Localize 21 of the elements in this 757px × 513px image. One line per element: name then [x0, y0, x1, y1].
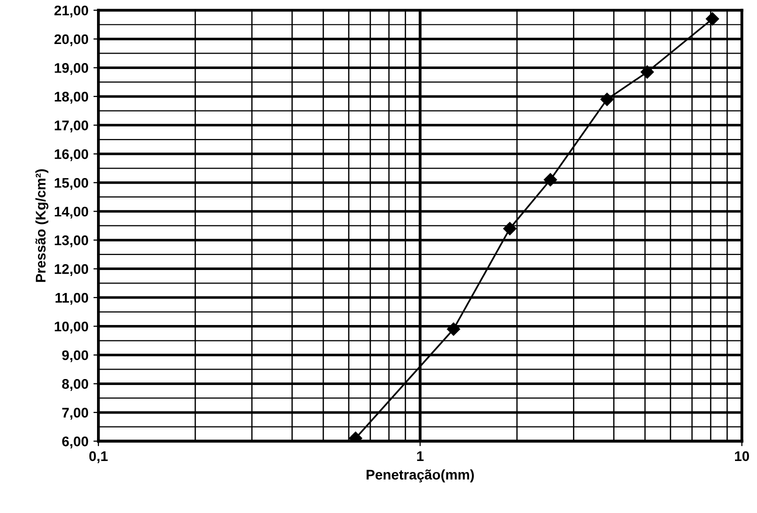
y-tick-label: 17,00: [54, 120, 88, 132]
y-tick-label: 9,00: [62, 350, 88, 362]
y-tick-label: 6,00: [62, 436, 88, 448]
y-tick-label: 14,00: [54, 206, 88, 219]
y-axis-title: Pressão (Kg/cm²): [35, 169, 48, 282]
y-tick-label: 19,00: [54, 63, 88, 75]
y-tick-label: 10,00: [54, 322, 88, 334]
y-tick-label: 18,00: [54, 92, 88, 104]
y-tick-label: 8,00: [62, 379, 88, 391]
x-tick-label: 0,1: [89, 451, 108, 464]
y-tick-label: 12,00: [54, 264, 88, 276]
y-tick-label: 11,00: [56, 292, 88, 305]
y-tick-label: 21,00: [54, 6, 88, 18]
y-tick-label: 7,00: [62, 408, 88, 420]
y-tick-label: 20,00: [54, 34, 88, 46]
x-tick-label: 1: [417, 451, 424, 461]
y-tick-label: 16,00: [54, 149, 88, 162]
x-tick-label: 10: [735, 451, 750, 462]
y-tick-label: 13,00: [54, 235, 88, 248]
x-axis-title: Penetração(mm): [366, 469, 474, 482]
y-tick-label: 15,00: [54, 178, 88, 190]
